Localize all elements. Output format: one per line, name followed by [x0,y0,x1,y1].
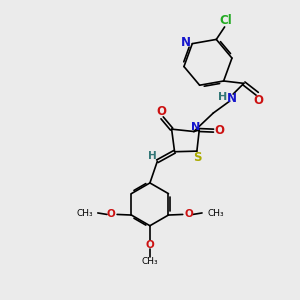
Text: Cl: Cl [219,14,232,27]
Text: O: O [214,124,224,137]
Text: O: O [156,105,166,119]
Text: O: O [185,209,194,219]
Text: N: N [181,36,191,49]
Text: CH₃: CH₃ [207,209,224,218]
Text: H: H [148,152,157,161]
Text: CH₃: CH₃ [76,209,93,218]
Text: O: O [106,209,115,219]
Text: H: H [218,92,227,102]
Text: O: O [146,240,154,250]
Text: CH₃: CH₃ [142,257,158,266]
Text: O: O [253,94,263,107]
Text: N: N [227,92,237,105]
Text: N: N [191,122,200,132]
Text: S: S [194,151,202,164]
